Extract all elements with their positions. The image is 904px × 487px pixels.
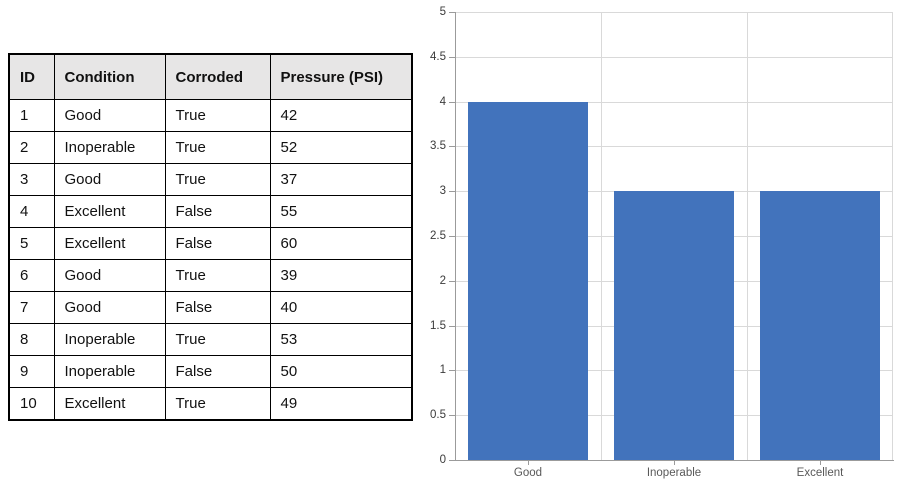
table-cell: Good (53, 291, 166, 324)
table-cell: True (164, 163, 271, 196)
table-cell: True (164, 131, 271, 164)
table-cell: Good (53, 163, 166, 196)
gridline (455, 56, 893, 58)
table-cell: False (164, 227, 271, 260)
table-cell: True (164, 259, 271, 292)
y-axis-tick (449, 370, 455, 372)
bar (468, 101, 588, 460)
x-axis-label: Good (513, 467, 543, 479)
gridline (455, 146, 893, 148)
y-axis-label: 5 (439, 6, 446, 18)
y-axis-tick (449, 415, 455, 417)
table-row: 8 Inoperable True 53 (8, 323, 413, 356)
table-cell: 40 (269, 291, 413, 324)
table-cell: 2 (8, 131, 55, 164)
y-axis-tick (449, 12, 455, 13)
table-cell: 7 (8, 291, 55, 324)
y-axis-label: 2.5 (430, 230, 446, 242)
y-axis-line (455, 12, 456, 461)
table-cell: 60 (269, 227, 413, 260)
y-axis-label: 4.5 (430, 50, 446, 63)
x-axis-label: Excellent (796, 467, 844, 479)
y-axis-tick (449, 325, 455, 327)
table-cell: 5 (8, 227, 55, 260)
table-row: 5 Excellent False 60 (8, 227, 413, 260)
table-cell: 8 (8, 323, 55, 356)
table-cell: Inoperable (53, 323, 166, 356)
y-axis-label: 2 (439, 274, 446, 287)
table-row: 3 Good True 37 (8, 163, 413, 196)
table-cell: 42 (269, 99, 413, 132)
table-row: 10 Excellent True 49 (8, 387, 413, 421)
y-axis-label: 0 (439, 454, 446, 466)
x-axis-tick (820, 461, 821, 465)
y-axis-tick (449, 191, 455, 193)
table-cell: 50 (269, 355, 413, 388)
plot-area (455, 12, 893, 460)
y-axis-label: 0.5 (430, 409, 446, 422)
x-axis-line (450, 460, 894, 461)
table-cell: 52 (269, 131, 413, 164)
table-cell: Inoperable (53, 355, 166, 388)
table-cell: 53 (269, 323, 413, 356)
gridline (455, 12, 893, 13)
table-header: ID Condition Corroded Pressure (PSI) (8, 53, 413, 100)
table-row: 7 Good False 40 (8, 291, 413, 324)
y-axis-label: 3 (439, 185, 446, 198)
x-axis-tick (528, 461, 529, 465)
gridline (455, 101, 893, 103)
table-row: 6 Good True 39 (8, 259, 413, 292)
bar (760, 191, 880, 460)
table-cell: 4 (8, 195, 55, 228)
table-cell: 49 (269, 387, 413, 421)
table-body: 1 Good True 42 2 Inoperable True 52 3 Good True 37 4… (8, 99, 413, 421)
x-axis-tick (674, 461, 675, 465)
y-axis-label: 1 (439, 364, 446, 377)
y-axis-label: 4 (439, 95, 446, 108)
table-cell: False (164, 355, 271, 388)
table-cell: 6 (8, 259, 55, 292)
table-cell: False (164, 291, 271, 324)
data-table-container: ID Condition Corroded Pressure (PSI) 1 Good T… (8, 53, 413, 421)
data-table: ID Condition Corroded Pressure (PSI) 1 Good T… (8, 53, 413, 421)
table-cell: True (164, 387, 271, 421)
table-cell: True (164, 323, 271, 356)
y-axis-label: 1.5 (430, 319, 446, 332)
table-header-row: ID Condition Corroded Pressure (PSI) (8, 53, 413, 100)
table-row: 1 Good True 42 (8, 99, 413, 132)
y-axis-tick (449, 56, 455, 58)
table-cell: 39 (269, 259, 413, 292)
table-cell: Excellent (53, 387, 166, 421)
y-axis-tick (449, 460, 455, 461)
y-axis-tick (449, 280, 455, 282)
gridline (601, 12, 602, 460)
gridline (747, 12, 748, 460)
column-header: Pressure (PSI) (269, 53, 413, 100)
y-axis-tick (449, 101, 455, 103)
table-cell: Good (53, 259, 166, 292)
table-row: 9 Inoperable False 50 (8, 355, 413, 388)
x-axis-label: Inoperable (646, 467, 702, 479)
bar (614, 191, 734, 460)
table-cell: 37 (269, 163, 413, 196)
y-axis-tick (449, 236, 455, 237)
table-cell: Excellent (53, 195, 166, 228)
y-axis-tick (449, 146, 455, 148)
y-axis-label: 3.5 (430, 140, 446, 153)
table-cell: True (164, 99, 271, 132)
table-cell: 3 (8, 163, 55, 196)
gridline (892, 12, 893, 460)
table-cell: Good (53, 99, 166, 132)
